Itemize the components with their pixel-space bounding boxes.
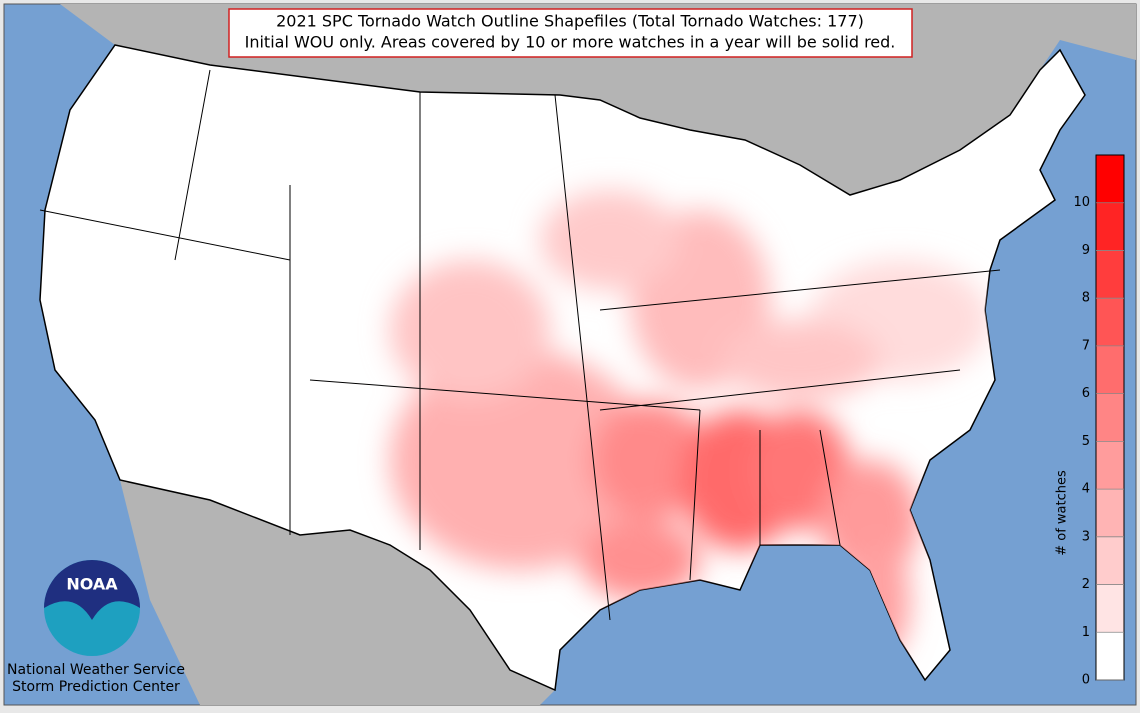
title-line: Initial WOU only. Areas covered by 10 or… (245, 33, 896, 52)
title-box (228, 8, 913, 58)
colorbar-bin (1096, 155, 1124, 203)
colorbar-bin (1096, 584, 1124, 633)
colorbar-tick-label: 10 (1073, 195, 1090, 210)
colorbar-tick-label: 9 (1082, 243, 1090, 258)
colorbar-bin (1096, 536, 1124, 585)
colorbar-bin (1096, 345, 1124, 394)
colorbar-tick-label: 8 (1082, 291, 1090, 306)
colorbar-bin (1096, 489, 1124, 537)
footer-line: National Weather Service (7, 662, 185, 678)
colorbar-label: # of watches (1055, 470, 1070, 556)
colorbar-tick-label: 3 (1082, 529, 1090, 544)
colorbar-tick-label: 6 (1082, 386, 1090, 401)
colorbar-bin (1096, 393, 1124, 442)
title-line: 2021 SPC Tornado Watch Outline Shapefile… (276, 12, 864, 31)
colorbar-bin (1096, 202, 1124, 251)
colorbar-tick-label: 0 (1082, 673, 1090, 688)
colorbar-bin (1096, 298, 1124, 346)
logo-top (44, 560, 140, 620)
colorbar-bin (1096, 441, 1124, 490)
footer-line: Storm Prediction Center (12, 679, 180, 695)
mexico (120, 480, 555, 705)
colorbar-bin (1096, 250, 1124, 299)
colorbar-tick-label: 7 (1082, 338, 1090, 353)
colorbar-tick-label: 2 (1082, 577, 1090, 592)
state-borders (39, 69, 1001, 621)
colorbar-tick-label: 4 (1082, 482, 1090, 497)
colorbar: 0 1 2 3 4 5 6 7 8 9 10 (1073, 154, 1125, 688)
logo-text: NOAA (66, 575, 118, 594)
colorbar-tick-label: 1 (1082, 625, 1090, 640)
colorbar-tick-label: 5 (1082, 434, 1090, 449)
noaa-logo: NOAA (44, 560, 140, 656)
colorbar-bin (1096, 632, 1124, 680)
